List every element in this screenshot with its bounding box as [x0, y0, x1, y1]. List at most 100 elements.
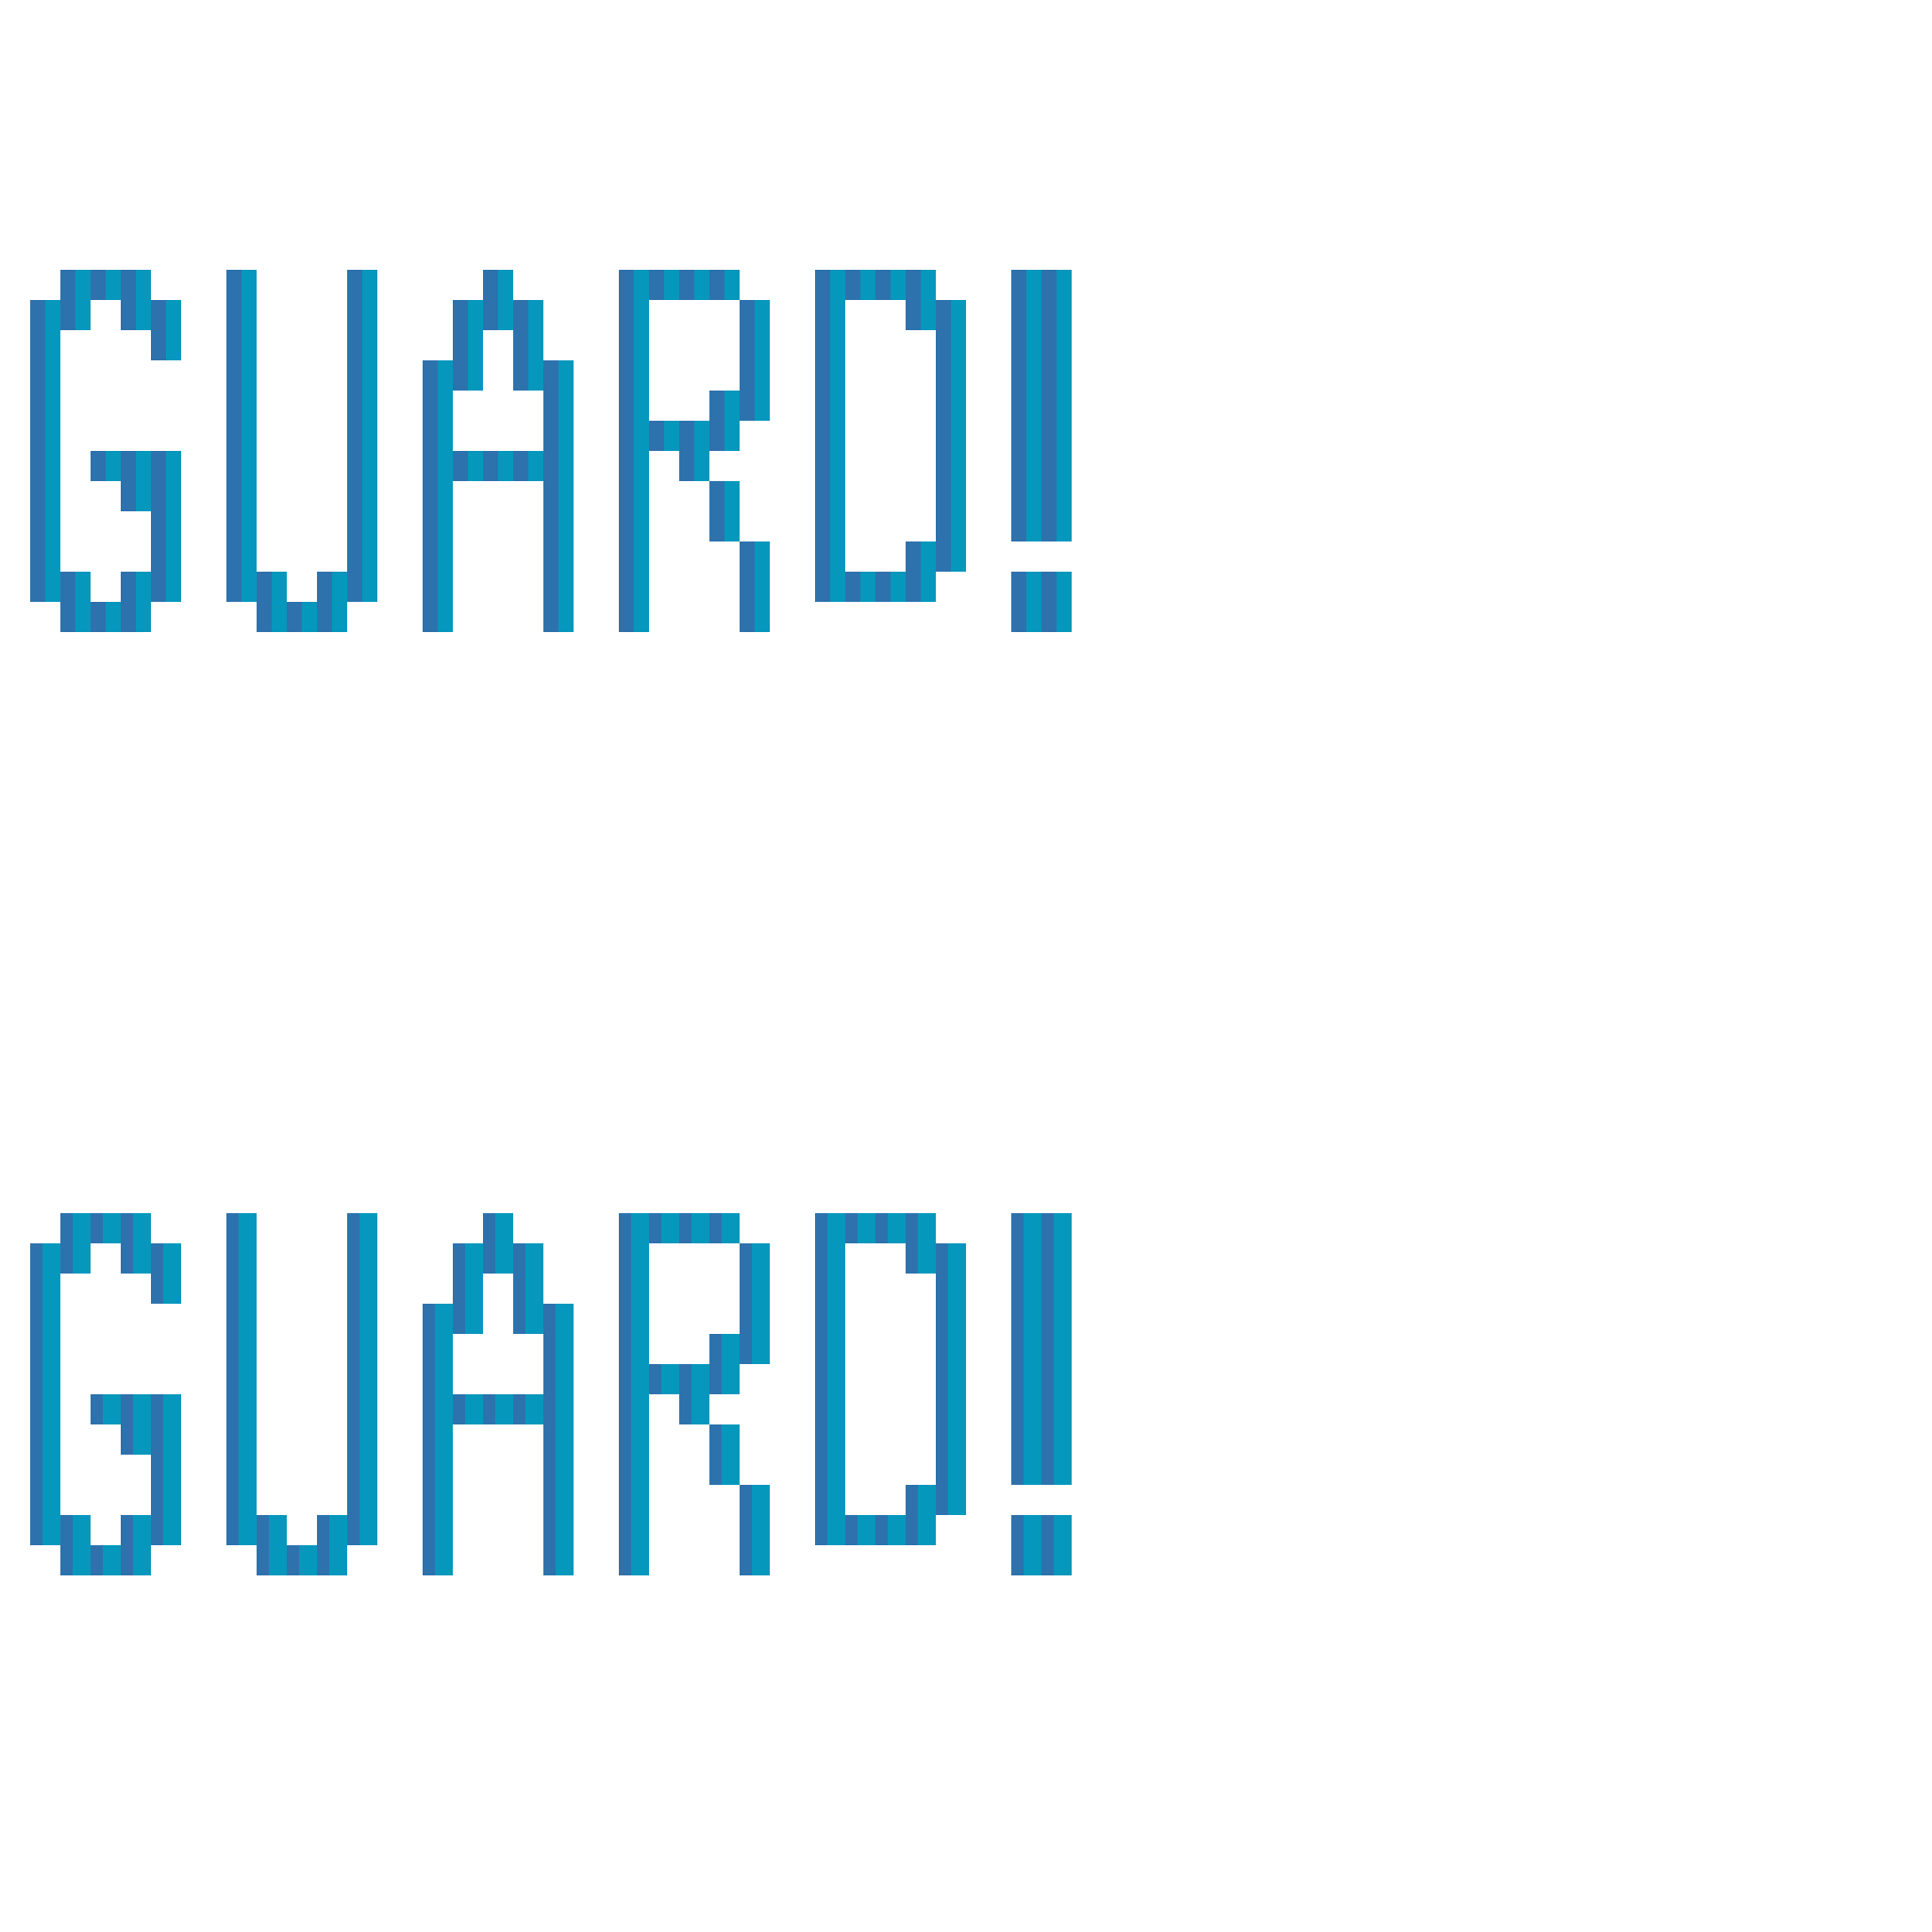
- outline-pixel-face: [45, 481, 60, 511]
- outline-pixel-face: [830, 270, 845, 300]
- outline-pixel-face: [634, 541, 649, 572]
- solid-pixel-face: [555, 1455, 574, 1485]
- outline-pixel-face: [755, 602, 770, 632]
- outline-pixel-shadow: [423, 481, 438, 511]
- solid-pixel-face: [555, 1394, 574, 1424]
- outline-pixel-shadow: [30, 421, 45, 451]
- solid-pixel-face: [555, 1304, 574, 1334]
- outline-pixel-face: [242, 360, 257, 391]
- solid-pixel-face: [358, 1455, 377, 1485]
- solid-pixel-face: [464, 1394, 484, 1424]
- outline-pixel-shadow: [60, 572, 75, 602]
- outline-pixel-face: [136, 451, 151, 481]
- outline-pixel-shadow: [347, 270, 362, 300]
- solid-pixel-face: [525, 1394, 544, 1424]
- outline-pixel-shadow: [226, 360, 242, 391]
- solid-pixel-face: [132, 1243, 152, 1274]
- solid-pixel-face: [72, 1213, 92, 1243]
- solid-pixel-face: [42, 1515, 61, 1545]
- outline-pixel-shadow: [936, 330, 951, 360]
- solid-pixel-face: [857, 1213, 876, 1243]
- outline-pixel-face: [438, 391, 453, 421]
- outline-pixel-shadow: [543, 421, 558, 451]
- solid-pixel-face: [857, 1515, 876, 1545]
- outline-pixel-shadow: [709, 421, 724, 451]
- outline-pixel-face: [1026, 451, 1041, 481]
- outline-pixel-shadow: [936, 481, 951, 511]
- outline-pixel-face: [1026, 391, 1041, 421]
- outline-pixel-face: [1057, 300, 1072, 330]
- solid-pixel-face: [42, 1455, 60, 1485]
- outline-pixel-shadow: [1041, 270, 1057, 300]
- solid-pixel-face: [238, 1243, 257, 1274]
- outline-pixel-shadow: [936, 421, 951, 451]
- solid-pixel-face: [72, 1515, 91, 1545]
- outline-pixel-shadow: [815, 300, 830, 330]
- outline-pixel-face: [1026, 270, 1041, 300]
- outline-pixel-shadow: [1041, 300, 1057, 330]
- solid-pixel-face: [42, 1274, 60, 1304]
- outline-pixel-shadow: [226, 300, 242, 330]
- outline-pixel-face: [1026, 511, 1041, 541]
- solid-pixel-face: [826, 1274, 845, 1304]
- outline-pixel-shadow: [815, 270, 830, 300]
- outline-letter-a: [423, 270, 574, 632]
- outline-pixel-face: [724, 421, 740, 451]
- outline-pixel-shadow: [936, 360, 951, 391]
- outline-pixel-face: [362, 451, 377, 481]
- solid-pixel-face: [1053, 1243, 1072, 1274]
- outline-pixel-shadow: [543, 572, 558, 602]
- outline-pixel-face: [1057, 481, 1072, 511]
- outline-pixel-face: [136, 481, 151, 511]
- solid-pixel-face: [72, 1545, 92, 1575]
- outline-pixel-face: [830, 360, 845, 391]
- solid-pixel-face: [947, 1485, 966, 1515]
- solid-pixel-face: [238, 1485, 257, 1515]
- solid-pixel-face: [947, 1424, 966, 1455]
- outline-pixel-face: [724, 481, 740, 511]
- outline-pixel-shadow: [1041, 330, 1057, 360]
- outline-pixel-shadow: [619, 451, 634, 481]
- outline-pixel-shadow: [91, 602, 106, 632]
- outline-pixel-face: [558, 360, 574, 391]
- outline-pixel-face: [242, 300, 257, 330]
- outline-pixel-shadow: [226, 421, 242, 451]
- solid-pixel-face: [238, 1334, 257, 1364]
- outline-pixel-shadow: [30, 330, 45, 360]
- outline-pixel-shadow: [1011, 481, 1026, 511]
- solid-pixel-face: [358, 1334, 377, 1364]
- outline-pixel-shadow: [423, 541, 438, 572]
- solid-pixel-face: [238, 1394, 257, 1424]
- outline-pixel-face: [1057, 421, 1072, 451]
- solid-pixel-face: [494, 1394, 514, 1424]
- solid-pixel-face: [630, 1364, 650, 1394]
- outline-pixel-shadow: [740, 602, 755, 632]
- outline-letter-g: [30, 270, 181, 632]
- solid-pixel-face: [1053, 1424, 1072, 1455]
- solid-pixel-face: [630, 1213, 650, 1243]
- outline-pixel-shadow: [619, 300, 634, 330]
- outline-pixel-face: [438, 421, 453, 451]
- outline-pixel-shadow: [453, 360, 468, 391]
- solid-pixel-face: [434, 1545, 453, 1575]
- outline-pixel-face: [438, 572, 453, 602]
- solid-pixel-face: [525, 1274, 543, 1304]
- outline-pixel-face: [302, 602, 317, 632]
- outline-pixel-face: [362, 391, 377, 421]
- outline-pixel-face: [830, 572, 845, 602]
- solid-pixel-face: [298, 1545, 318, 1575]
- outline-pixel-face: [1026, 602, 1041, 632]
- outline-pixel-face: [558, 421, 574, 451]
- outline-pixel-shadow: [287, 602, 302, 632]
- outline-pixel-face: [891, 572, 906, 602]
- solid-pixel-face: [751, 1334, 770, 1364]
- solid-pixel-face: [162, 1394, 181, 1424]
- solid-pixel-face: [162, 1485, 181, 1515]
- solid-pixel-face: [238, 1455, 257, 1485]
- outline-pixel-shadow: [1041, 451, 1057, 481]
- outline-pixel-shadow: [740, 572, 755, 602]
- outline-pixel-face: [830, 300, 845, 330]
- outline-pixel-shadow: [151, 300, 166, 330]
- outline-pixel-shadow: [1011, 300, 1026, 330]
- outline-pixel-face: [634, 391, 649, 421]
